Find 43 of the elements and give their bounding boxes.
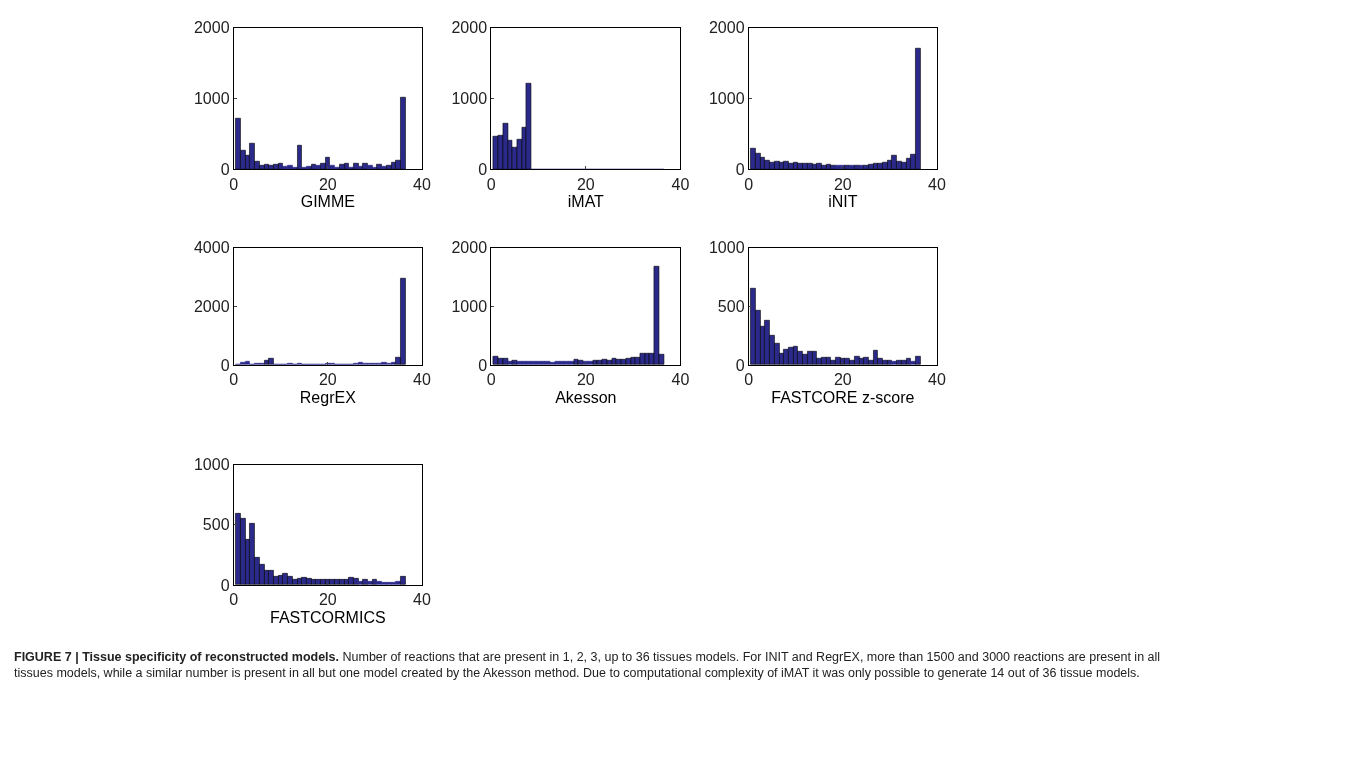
y-tick-label: 500 — [202, 516, 230, 534]
y-tick-label: 0 — [478, 160, 488, 178]
y-tick-label: 500 — [717, 297, 745, 315]
x-tick-label: 40 — [671, 175, 690, 193]
y-tick-label: 1000 — [193, 456, 230, 474]
y-tick-label: 1000 — [451, 90, 488, 108]
x-tick-label: 40 — [671, 371, 690, 389]
y-tick-label: 1000 — [708, 90, 745, 108]
y-tick-label: 1000 — [708, 239, 745, 257]
x-axis-title: FASTCORMICS — [270, 608, 386, 626]
y-tick-label: 4000 — [193, 239, 230, 257]
x-tick-label: 40 — [413, 371, 431, 389]
y-tick-label: 1000 — [193, 90, 230, 108]
y-tick-label: 0 — [220, 576, 230, 594]
y-tick-label: 2000 — [193, 297, 230, 315]
x-tick-label: 20 — [318, 591, 337, 609]
x-axis-title: iMAT — [567, 193, 605, 211]
y-tick-label: 0 — [735, 160, 745, 178]
x-axis-title: FASTCORE z-score — [771, 388, 915, 406]
x-axis-title: GIMME — [300, 193, 355, 211]
y-tick-label: 0 — [735, 356, 745, 374]
y-tick-label: 2000 — [451, 19, 488, 37]
x-tick-label: 20 — [576, 371, 595, 389]
caption: FIGURE 7 | Tissue specificity of reconstructed models. — [14, 650, 340, 664]
x-tick-label: 40 — [413, 591, 431, 609]
y-tick-label: 0 — [220, 356, 230, 374]
x-axis-title: RegrEX — [299, 388, 357, 406]
y-tick-label: 1000 — [451, 297, 488, 315]
x-tick-label: 20 — [318, 175, 337, 193]
y-tick-label: 0 — [220, 160, 230, 178]
y-tick-label: 0 — [478, 356, 488, 374]
x-tick-label: 20 — [318, 371, 337, 389]
x-axis-title: iNIT — [828, 193, 858, 211]
y-tick-label: 2000 — [451, 239, 488, 257]
x-tick-label: 40 — [928, 175, 946, 193]
x-tick-label: 20 — [576, 175, 595, 193]
x-tick-label: 20 — [833, 175, 852, 193]
y-tick-label: 2000 — [193, 19, 230, 37]
x-axis-title: Akesson — [555, 388, 617, 406]
x-tick-label: 40 — [413, 175, 431, 193]
x-tick-label: 40 — [928, 371, 946, 389]
x-tick-label: 20 — [833, 371, 852, 389]
y-tick-label: 2000 — [708, 19, 745, 37]
